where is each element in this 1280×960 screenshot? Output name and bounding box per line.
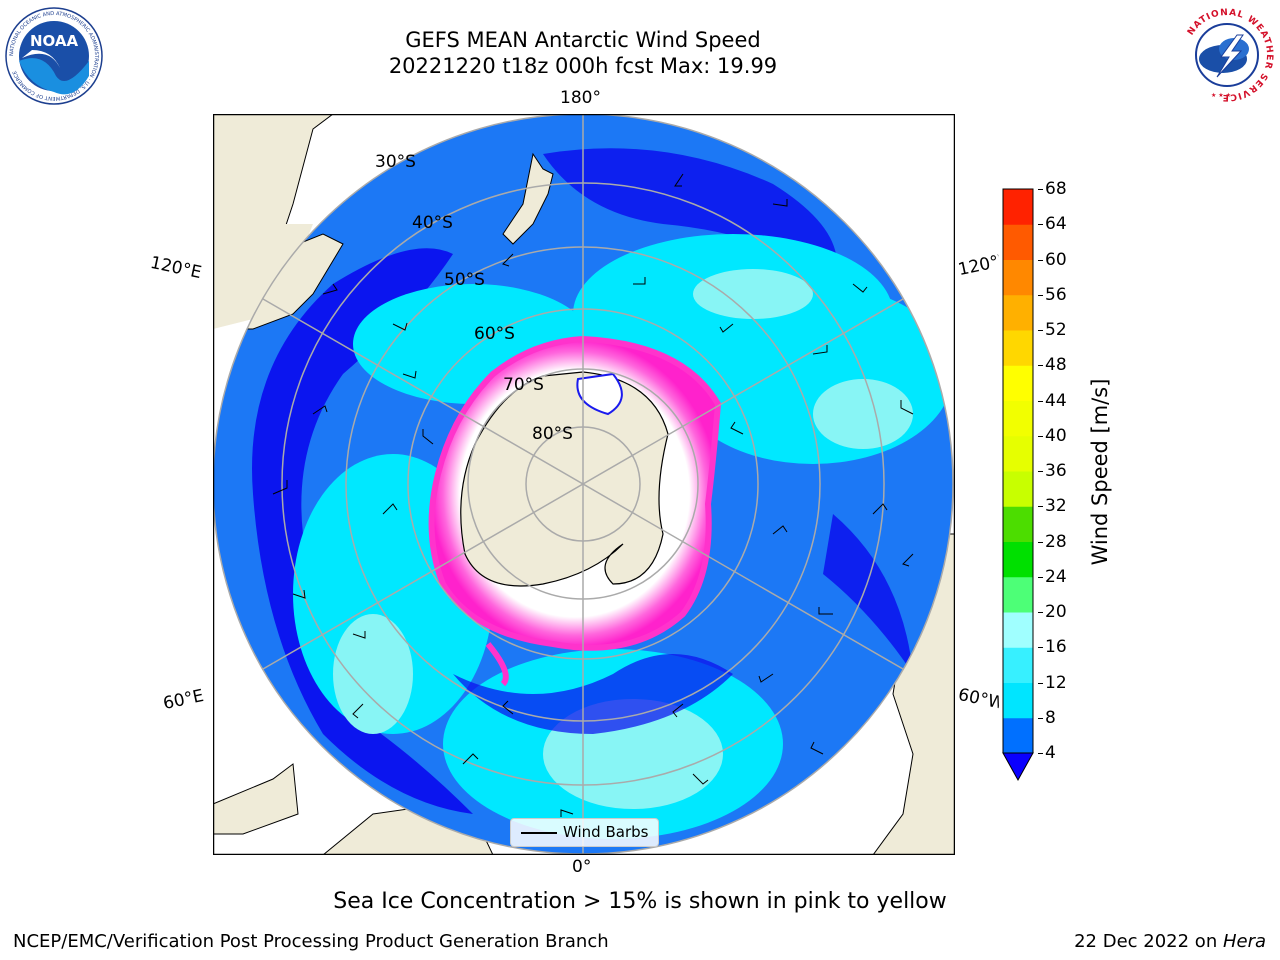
colorbar-segment bbox=[1003, 435, 1033, 472]
map-panel bbox=[212, 113, 956, 856]
colorbar-tick-label: 56 bbox=[1045, 284, 1067, 305]
lon-label-120e: 120°E bbox=[148, 252, 204, 284]
colorbar-tick-label: 64 bbox=[1045, 214, 1067, 235]
colorbar-tick-label: 48 bbox=[1045, 355, 1067, 376]
colorbar-title: Wind Speed [m/s] bbox=[1088, 378, 1112, 566]
colorbar-underflow-arrow bbox=[1002, 752, 1034, 782]
colorbar-tick-mark bbox=[1038, 189, 1043, 190]
colorbar-tick-mark bbox=[1038, 682, 1043, 684]
lat-label-40s: 40°S bbox=[412, 213, 453, 233]
map-legend: Wind Barbs bbox=[510, 818, 659, 847]
colorbar-segment bbox=[1003, 576, 1033, 613]
madagascar-land bbox=[214, 763, 299, 835]
colorbar-tick-mark bbox=[1038, 541, 1043, 543]
colorbar-tick-mark bbox=[1038, 224, 1043, 226]
colorbar-tick-mark bbox=[1038, 612, 1043, 613]
colorbar-segment bbox=[1003, 471, 1033, 507]
colorbar-tick-mark bbox=[1038, 294, 1043, 296]
colorbar-tick-mark bbox=[1038, 435, 1043, 437]
colorbar-segment bbox=[1003, 224, 1033, 260]
new-zealand-land bbox=[502, 152, 554, 245]
footer-date: 22 Dec 2022 on Hera bbox=[1074, 931, 1266, 952]
wind-barb-legend-line bbox=[521, 832, 557, 834]
colorbar-tick-mark bbox=[1038, 330, 1043, 331]
colorbar-tick-mark bbox=[1038, 471, 1043, 472]
colorbar-tick-label: 16 bbox=[1045, 637, 1067, 658]
colorbar-segment bbox=[1003, 612, 1033, 648]
colorbar-tick-mark bbox=[1038, 753, 1043, 754]
wind-barb-legend-label: Wind Barbs bbox=[563, 823, 649, 841]
lat-label-50s: 50°S bbox=[444, 270, 485, 290]
colorbar-segment bbox=[1003, 330, 1033, 366]
svg-text:★ ★ ★: ★ ★ ★ bbox=[1211, 92, 1231, 99]
colorbar-segment bbox=[1003, 506, 1033, 542]
lon-label-180: 180° bbox=[560, 88, 601, 108]
colorbar-segment bbox=[1003, 365, 1033, 401]
colorbar-tick-label: 52 bbox=[1045, 320, 1067, 340]
footer-machine: Hera bbox=[1222, 931, 1266, 952]
colorbar-tick-label: 36 bbox=[1045, 461, 1067, 481]
colorbar-segment bbox=[1003, 294, 1033, 331]
chart-subtitle: 20221220 t18z 000h fcst Max: 19.99 bbox=[388, 54, 778, 78]
colorbar-tick-label: 44 bbox=[1045, 390, 1067, 411]
colorbar-tick-mark bbox=[1038, 259, 1043, 261]
wind-barbs bbox=[272, 173, 914, 817]
colorbar-tick-label: 60 bbox=[1045, 249, 1067, 270]
colorbar-tick-label: 40 bbox=[1045, 425, 1067, 446]
lon-label-0: 0° bbox=[572, 857, 592, 877]
colorbar-segment bbox=[1003, 400, 1033, 437]
colorbar-tick-label: 4 bbox=[1045, 743, 1056, 763]
colorbar-tick-label: 68 bbox=[1045, 179, 1067, 199]
colorbar-segment bbox=[1003, 682, 1033, 719]
colorbar-segment bbox=[1003, 541, 1033, 578]
colorbar-segment bbox=[1003, 259, 1033, 296]
colorbar-tick-label: 24 bbox=[1045, 566, 1067, 587]
colorbar-tick-mark bbox=[1038, 717, 1043, 719]
colorbar-tick-mark bbox=[1038, 576, 1043, 578]
chart-title: GEFS MEAN Antarctic Wind Speed bbox=[405, 28, 761, 52]
footer-date-text: 22 Dec 2022 on bbox=[1074, 931, 1223, 952]
colorbar-tick-label: 28 bbox=[1045, 531, 1067, 552]
colorbar-tick-mark bbox=[1038, 506, 1043, 508]
colorbar-tick-label: 12 bbox=[1045, 672, 1067, 693]
sea-ice-caption: Sea Ice Concentration > 15% is shown in … bbox=[333, 889, 947, 914]
lat-label-60s: 60°S bbox=[474, 324, 515, 344]
noaa-logo-text: NOAA bbox=[30, 32, 79, 50]
colorbar-tick-mark bbox=[1038, 400, 1043, 402]
colorbar-tick-mark bbox=[1038, 365, 1043, 367]
colorbar-tick-label: 8 bbox=[1045, 707, 1056, 728]
lat-label-70s: 70°S bbox=[503, 375, 544, 395]
antarctica-land bbox=[460, 371, 669, 587]
colorbar-tick-labels: 4 8 12 16 20 24 28 32 36 40 44 48 52 56 60 64 68 bbox=[1033, 179, 1083, 790]
nws-logo: NATIONAL WEATHER SERVICE ★ ★ ★ bbox=[1179, 7, 1275, 103]
noaa-logo: NATIONAL OCEANIC AND ATMOSPHERIC ADMINIS… bbox=[5, 7, 103, 105]
lat-label-80s: 80°S bbox=[532, 424, 573, 444]
colorbar bbox=[1002, 188, 1034, 782]
colorbar-tick-label: 32 bbox=[1045, 496, 1067, 517]
colorbar-segment bbox=[1003, 189, 1033, 225]
ross-ice-shelf bbox=[576, 372, 623, 416]
colorbar-segments bbox=[1003, 189, 1033, 754]
colorbar-tick-mark bbox=[1038, 647, 1043, 649]
footer-branch: NCEP/EMC/Verification Post Processing Pr… bbox=[13, 931, 609, 952]
colorbar-segment bbox=[1003, 717, 1033, 754]
colorbar-segment bbox=[1003, 647, 1033, 683]
colorbar-tick-label: 20 bbox=[1045, 602, 1067, 622]
graticule bbox=[214, 115, 954, 854]
lat-label-30s: 30°S bbox=[375, 152, 416, 172]
lon-label-60e: 60°E bbox=[161, 685, 206, 715]
colorbar-frame bbox=[1002, 188, 1034, 754]
polar-wind-map bbox=[212, 113, 956, 856]
